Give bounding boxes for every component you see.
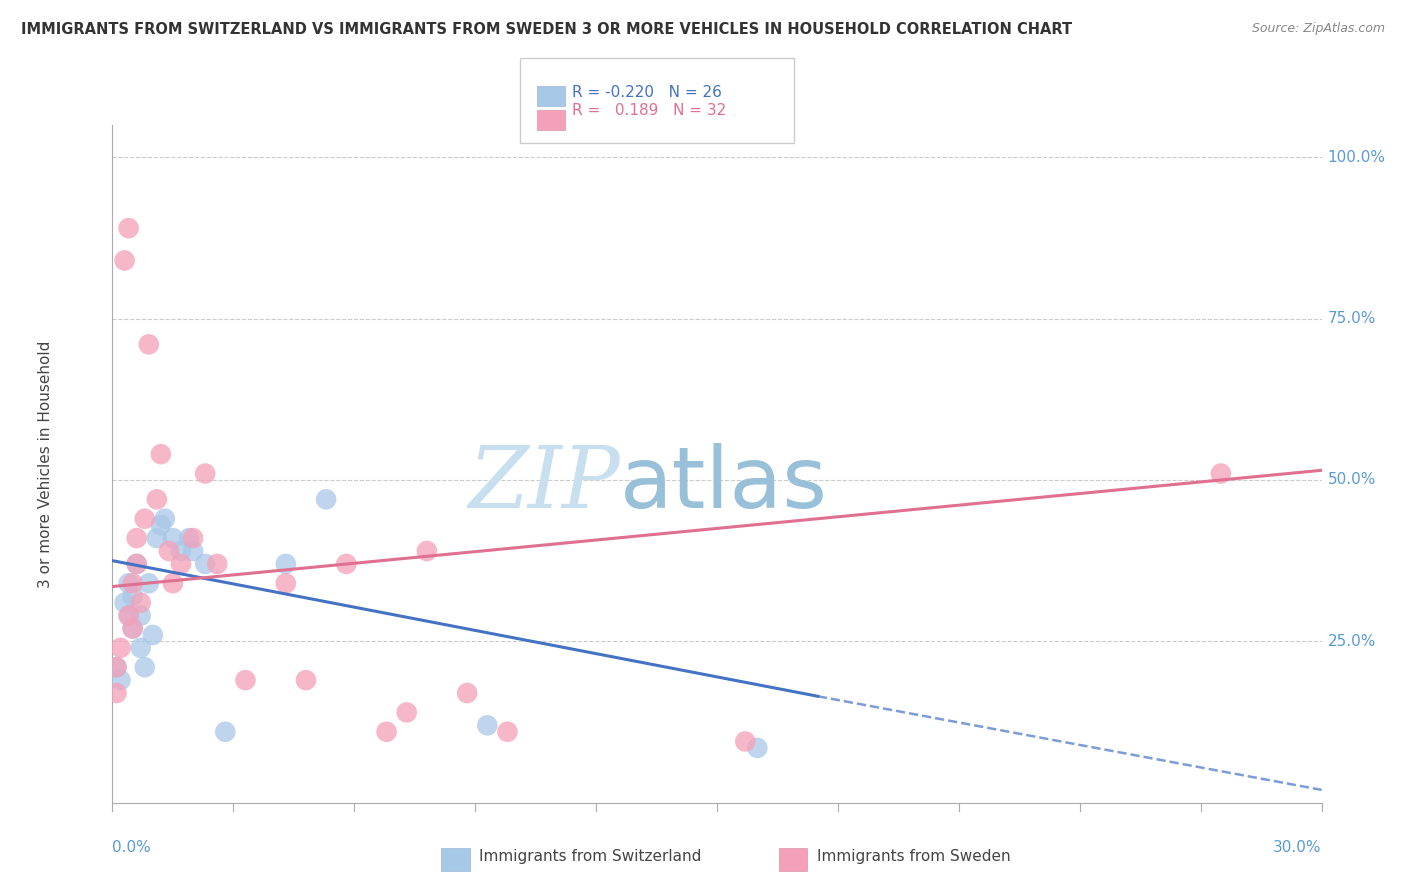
Point (181, 531, 204, 545)
Point (129, 640, 152, 655)
Point (734, 734, 756, 748)
Point (138, 576, 160, 591)
Point (153, 512, 176, 526)
Point (194, 467, 217, 481)
Text: atlas: atlas (620, 442, 828, 525)
Point (146, 531, 169, 545)
Text: IMMIGRANTS FROM SWITZERLAND VS IMMIGRANTS FROM SWEDEN 3 OR MORE VEHICLES IN HOUS: IMMIGRANTS FROM SWITZERLAND VS IMMIGRANT… (21, 22, 1073, 37)
Point (335, 557, 357, 571)
Point (170, 557, 193, 571)
Point (162, 576, 184, 591)
Point (114, 253, 136, 268)
Point (747, 740, 769, 755)
Point (105, 686, 128, 700)
Point (129, 608, 152, 623)
Point (375, 724, 398, 739)
Text: 75.0%: 75.0% (1327, 311, 1376, 326)
Point (207, 557, 229, 571)
Point (105, 660, 128, 674)
Point (134, 512, 156, 526)
Point (121, 576, 143, 591)
Text: 3 or more Vehicles in Household: 3 or more Vehicles in Household (38, 340, 53, 588)
Text: 50.0%: 50.0% (1327, 473, 1376, 488)
Point (214, 724, 236, 739)
Text: Source: ZipAtlas.com: Source: ZipAtlas.com (1251, 22, 1385, 36)
Point (142, 628, 165, 642)
Point (416, 544, 439, 558)
Text: Immigrants from Switzerland: Immigrants from Switzerland (479, 849, 702, 863)
Text: 0.0%: 0.0% (112, 840, 152, 855)
Point (181, 544, 204, 558)
Point (162, 531, 184, 545)
Text: 100.0%: 100.0% (1327, 150, 1386, 165)
Point (117, 608, 139, 623)
Point (105, 660, 128, 674)
Text: R = -0.220   N = 26: R = -0.220 N = 26 (572, 86, 723, 100)
Point (315, 492, 337, 507)
Point (149, 447, 172, 461)
Point (146, 492, 169, 507)
Point (1209, 467, 1232, 481)
Text: 25.0%: 25.0% (1327, 634, 1376, 648)
Point (274, 576, 297, 591)
Point (117, 221, 139, 235)
Point (121, 622, 143, 636)
Text: Immigrants from Sweden: Immigrants from Sweden (817, 849, 1011, 863)
Point (121, 589, 143, 603)
Point (456, 686, 478, 700)
Point (110, 673, 132, 687)
Point (194, 557, 217, 571)
Point (125, 557, 148, 571)
Point (117, 576, 139, 591)
Point (129, 596, 152, 610)
Text: R =   0.189   N = 32: R = 0.189 N = 32 (572, 103, 727, 118)
Text: 30.0%: 30.0% (1274, 840, 1322, 855)
Point (496, 724, 519, 739)
Text: ZIP: ZIP (468, 442, 620, 525)
Point (170, 544, 193, 558)
Point (125, 557, 148, 571)
Point (295, 673, 318, 687)
Point (477, 718, 499, 732)
Point (149, 518, 172, 533)
Point (235, 673, 257, 687)
Point (117, 608, 139, 623)
Point (114, 596, 136, 610)
Point (121, 622, 143, 636)
Point (134, 660, 156, 674)
Point (110, 640, 132, 655)
Point (395, 706, 418, 720)
Point (138, 337, 160, 351)
Point (125, 531, 148, 545)
Point (157, 544, 180, 558)
Point (177, 531, 200, 545)
Point (274, 557, 297, 571)
